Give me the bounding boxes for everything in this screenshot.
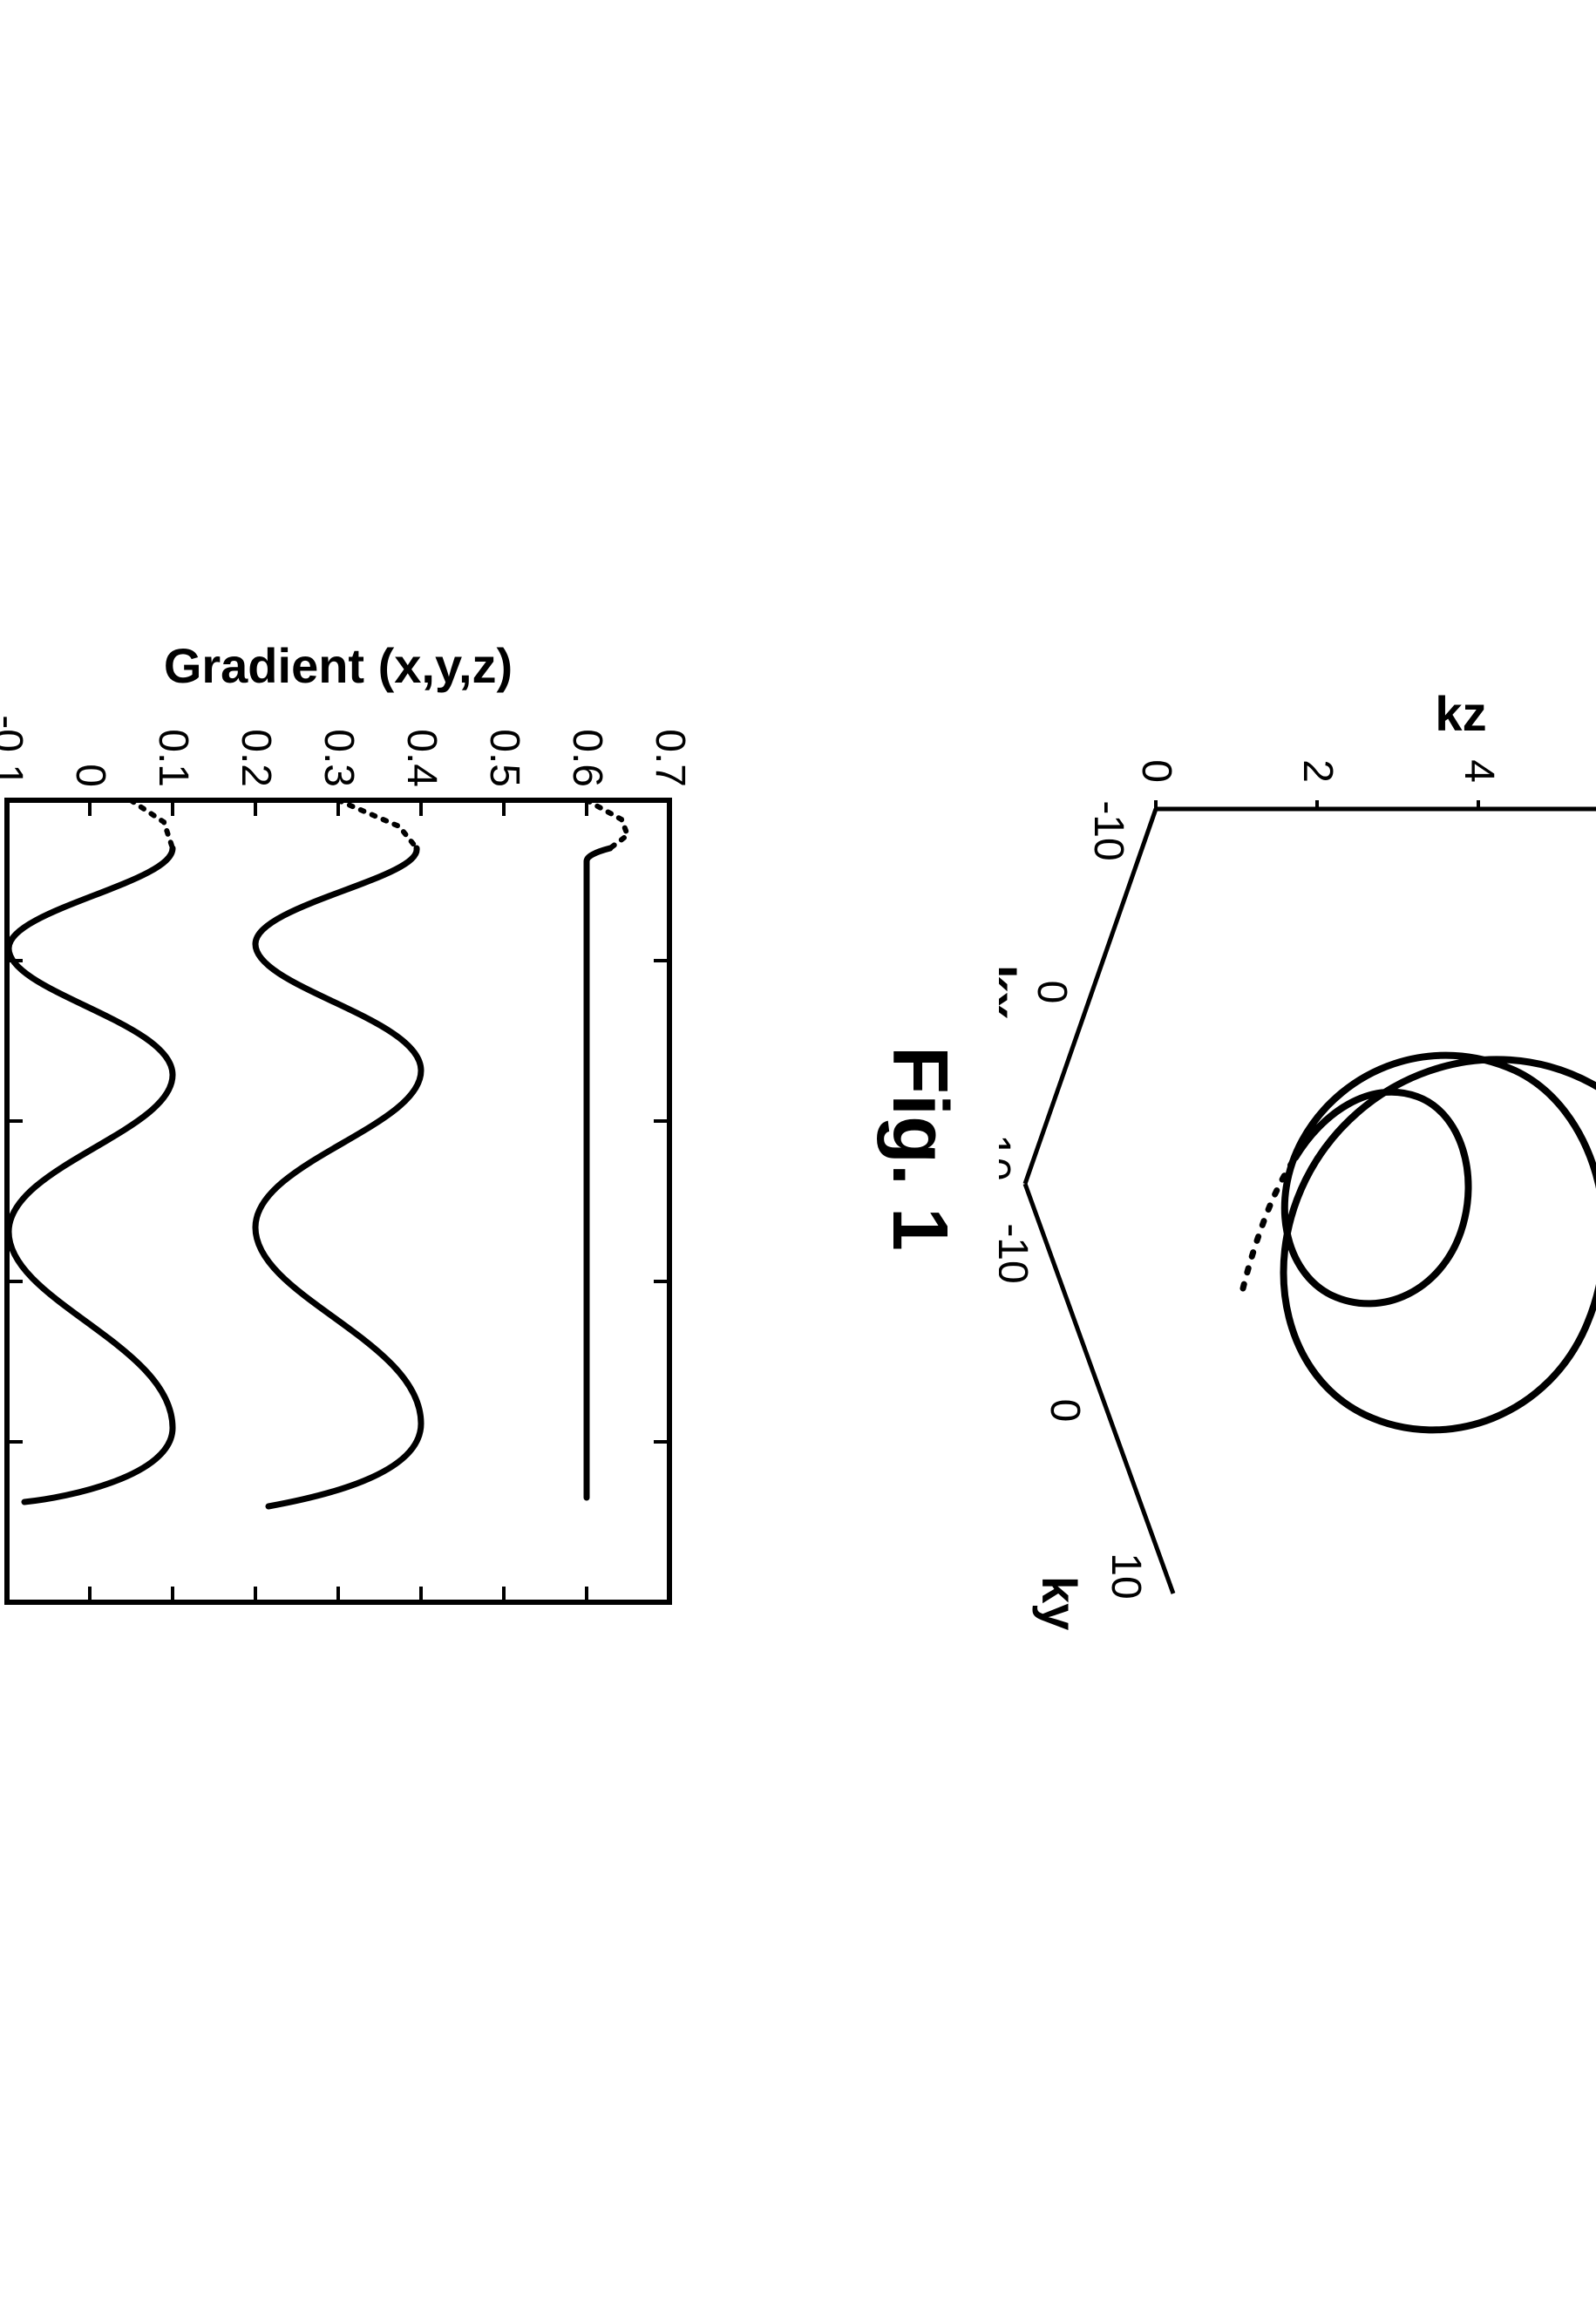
ky-tick-0: 0 (1042, 1398, 1088, 1422)
fig1-caption: Fig. 1 (874, 1046, 964, 1251)
fig1-spiral-solid (1283, 1055, 1596, 1430)
yt-0.5: 0.5 (481, 729, 527, 787)
kx-axis-label: kx (999, 964, 1026, 1018)
yt-0.6: 0.6 (564, 729, 610, 787)
fig2-series-z-solid (587, 848, 610, 1498)
kz-tick-2: 2 (1294, 759, 1341, 783)
fig2-series-x-solid (9, 848, 173, 1502)
ky-tick--10: -10 (999, 1223, 1036, 1283)
ky-axis-label: ky (1032, 1576, 1087, 1630)
yt-0.1: 0.1 (150, 729, 196, 787)
kz-tick-0: 0 (1133, 759, 1179, 783)
kx-tick-10: 10 (999, 1134, 1018, 1180)
fig1-ky-ticks: -10 0 10 (999, 1223, 1149, 1599)
kz-axis-label: kz (1435, 686, 1486, 741)
fig2-ytick-labels: -0.1 0 0.1 0.2 0.3 0.4 0.5 0.6 0.7 (0, 715, 693, 787)
kx-tick-0: 0 (1029, 980, 1075, 1003)
fig2-series-y-solid (255, 848, 421, 1506)
yt-0.7: 0.7 (647, 729, 693, 787)
yt-0.4: 0.4 (398, 729, 445, 787)
fig2-series-x-dotted (131, 800, 173, 848)
figure-2: -0.1 0 0.1 0.2 0.3 0.4 0.5 0.6 0.7 0 (0, 626, 722, 1672)
yt-0.2: 0.2 (233, 729, 279, 787)
yt--0.1: -0.1 (0, 715, 31, 787)
ky-tick-10: 10 (1103, 1553, 1149, 1599)
fig1-kz-ticks: 0 2 4 6 8 (1133, 759, 1596, 809)
yt-0.3: 0.3 (316, 729, 362, 787)
figure-1: 0 2 4 6 8 kz -10 0 10 kx -10 0 (874, 626, 1596, 1672)
fig2-series-y-dotted (338, 800, 417, 848)
fig1-axes (1025, 809, 1596, 1594)
kz-tick-4: 4 (1456, 759, 1502, 783)
fig2-series-z-dotted (587, 800, 628, 848)
yt-0: 0 (67, 764, 113, 787)
fig2-ylabel: Gradient (x,y,z) (164, 638, 513, 693)
kx-tick--10: -10 (1085, 800, 1131, 860)
fig2-plot: -0.1 0 0.1 0.2 0.3 0.4 0.5 0.6 0.7 0 (0, 626, 722, 1672)
fig1-plot: 0 2 4 6 8 kz -10 0 10 kx -10 0 (999, 626, 1596, 1672)
